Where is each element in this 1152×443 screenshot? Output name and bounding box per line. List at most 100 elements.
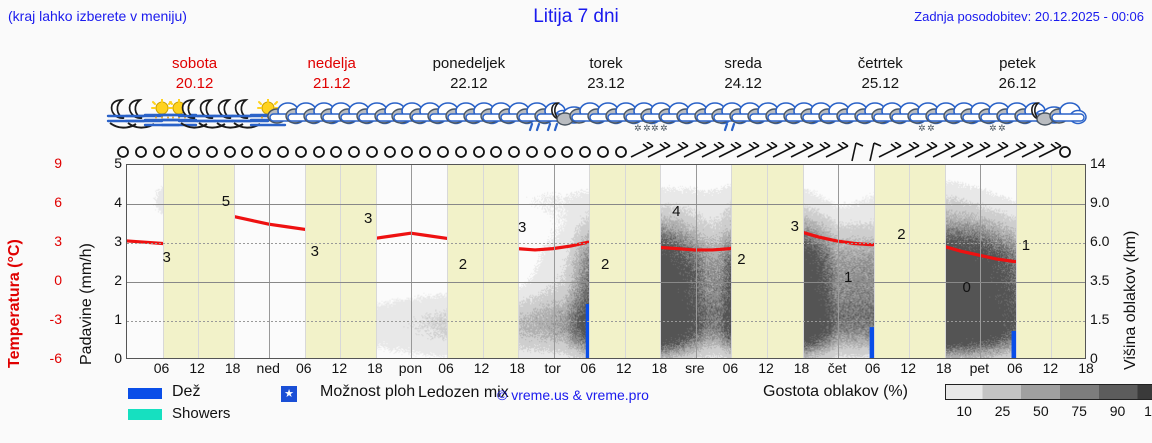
- horizontal-gridline: [127, 321, 1085, 322]
- x-axis-label: 18: [367, 360, 383, 376]
- vertical-gridline: [980, 165, 982, 358]
- location-hint: (kraj lahko izberete v meniju): [8, 8, 187, 24]
- temperature-tick: 0: [54, 272, 62, 288]
- x-axis-label: 06: [153, 360, 170, 376]
- vertical-gridline: [411, 165, 413, 358]
- vertical-gridline: [162, 165, 164, 358]
- x-axis-label: 06: [864, 360, 881, 376]
- vertical-gridline: [838, 165, 840, 358]
- vertical-gridline: [304, 165, 306, 358]
- page-header: (kraj lahko izberete v meniju) Litija 7 …: [0, 6, 1152, 30]
- precip-tick: 2: [114, 272, 122, 288]
- cloud-density-scale-number: 75: [1071, 403, 1087, 419]
- x-axis-label: 06: [580, 360, 596, 376]
- day-label-row: sobota 20.12 nedelja 21.12 ponedeljek 22.12 to…: [126, 54, 1086, 96]
- temperature-extreme-label: 3: [363, 209, 373, 227]
- temperature-extreme-label: 4: [672, 203, 681, 221]
- wind-calm-icon: [344, 142, 384, 162]
- temperature-extreme-label: 2: [458, 255, 468, 273]
- day-date: 21.12: [312, 75, 351, 92]
- cloud-tick: 1.5: [1090, 311, 1110, 327]
- precip-tick: 3: [114, 233, 122, 249]
- x-axis-label: čet: [827, 360, 847, 376]
- temperature-tick: 6: [54, 194, 62, 210]
- day-name: ponedeljek: [432, 55, 506, 72]
- vertical-gridline: [553, 165, 555, 358]
- x-axis-label: 12: [189, 360, 205, 376]
- precip-bar: [1011, 330, 1017, 358]
- wind-barb-light-icon: [877, 141, 917, 162]
- day-name: torek: [589, 55, 623, 72]
- temperature-extreme-label: 3: [310, 242, 319, 260]
- wind-calm-icon: [184, 142, 224, 162]
- wind-barb-light-icon: [735, 141, 775, 162]
- wind-calm-icon: [575, 142, 615, 162]
- vertical-gridline: [802, 165, 804, 358]
- cloud-density-scale-number: 90: [1109, 403, 1126, 419]
- vertical-gridline: [1051, 165, 1053, 358]
- temperature-tick: -3: [49, 311, 62, 327]
- wind-calm-icon: [113, 142, 153, 162]
- chart-legend: Dež Showers ★ Možnost ploh Ledozen mix ©…: [0, 383, 1152, 443]
- svg-text:✲: ✲: [660, 124, 668, 133]
- showers-legend-label: Showers: [172, 405, 231, 422]
- wind-barb-light-icon: [682, 141, 722, 162]
- svg-text:✲: ✲: [918, 124, 926, 133]
- wind-barb-light-icon: [984, 141, 1024, 162]
- x-axis-label: 06: [295, 360, 312, 376]
- x-axis-label: 18: [224, 360, 241, 376]
- wind-barb-light-icon: [966, 141, 1006, 162]
- cloud-tick: 3.5: [1090, 272, 1110, 288]
- frozen-mix-legend-label: Ledozen mix: [418, 384, 509, 401]
- wind-calm-icon: [220, 142, 260, 162]
- cloud-density-legend-label: Gostota oblakov (%): [763, 383, 908, 400]
- day-column-6: petek 26.12: [949, 54, 1086, 94]
- wind-calm-icon: [433, 142, 473, 162]
- copyright-text[interactable]: © vreme.us & vreme.pro: [497, 387, 649, 403]
- x-axis-label: 06: [722, 360, 739, 376]
- wind-barb-light-icon: [629, 141, 669, 162]
- x-axis-label: 12: [473, 360, 490, 376]
- wind-calm-icon: [469, 142, 509, 162]
- svg-text:✲: ✲: [634, 124, 642, 133]
- temperature-extreme-label: 2: [601, 255, 610, 273]
- temperature-extreme-label: 3: [162, 249, 171, 267]
- daylight-band: [873, 165, 945, 358]
- x-axis-label: 18: [935, 360, 952, 376]
- x-axis-label: 18: [1078, 360, 1094, 376]
- wind-barb-light-icon: [700, 141, 740, 162]
- wind-calm-icon: [504, 142, 544, 162]
- x-axis-label: 06: [1007, 360, 1023, 376]
- svg-text:✲: ✲: [998, 124, 1006, 133]
- cloud-tick: 6.0: [1090, 233, 1110, 249]
- star-icon: ★: [281, 386, 297, 402]
- wind-barb-light-icon: [717, 141, 757, 162]
- x-axis-label: pet: [969, 360, 990, 376]
- cloud-density-scale-number: 10: [956, 403, 972, 419]
- day-column-0: sobota 20.12: [126, 54, 263, 94]
- day-column-4: sreda 24.12: [675, 54, 812, 94]
- vertical-gridline: [589, 165, 591, 358]
- precip-tick: 4: [114, 194, 122, 210]
- wind-calm-icon: [451, 142, 491, 162]
- wind-calm-icon: [362, 142, 402, 162]
- temperature-tick: -6: [49, 350, 62, 366]
- wind-barb-light-icon: [664, 141, 704, 162]
- day-column-5: četrtek 25.12: [812, 54, 949, 94]
- svg-text:✲: ✲: [927, 124, 935, 133]
- vertical-gridline: [731, 165, 733, 358]
- svg-text:✲: ✲: [989, 124, 997, 133]
- wind-barb-light-icon: [1037, 141, 1077, 162]
- wind-calm-icon: [415, 142, 455, 162]
- cloud-tick: 0: [1090, 350, 1098, 366]
- vertical-gridline: [198, 165, 200, 358]
- daylight-band: [162, 165, 234, 358]
- day-date: 23.12: [587, 75, 625, 92]
- horizontal-gridline: [127, 243, 1085, 244]
- last-update: Zadnja posodobitev: 20.12.2025 - 00:06: [914, 9, 1144, 24]
- wind-calm-icon: [273, 142, 313, 162]
- x-axis-label: pon: [398, 360, 423, 376]
- day-date: 24.12: [724, 75, 762, 92]
- rain-swatch: [128, 388, 162, 399]
- x-axis-label: 18: [509, 360, 525, 376]
